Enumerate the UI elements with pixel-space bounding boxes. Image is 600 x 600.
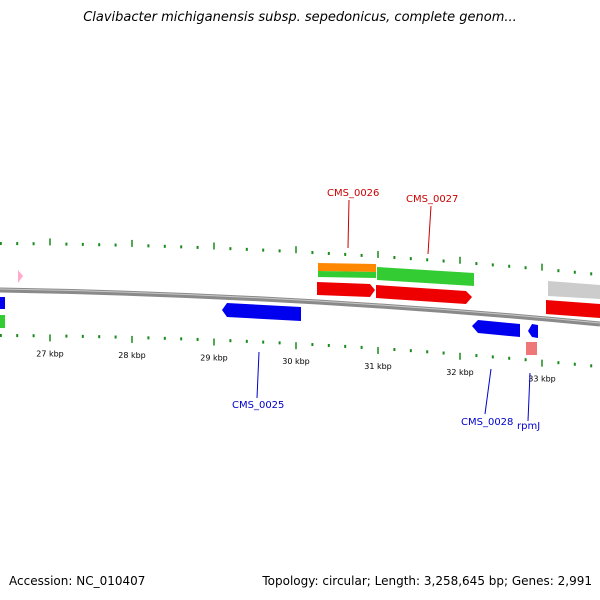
accession-text: Accession: NC_010407 (9, 574, 146, 588)
feature-green-left[interactable] (0, 315, 5, 328)
genome-backbone (0, 287, 600, 327)
label-cms-0025[interactable]: CMS_0025 (232, 400, 284, 411)
leader-rpmj (527, 372, 531, 422)
feature-cms-0027-red[interactable] (376, 285, 472, 304)
leader-cms-0026 (347, 199, 350, 249)
feature-salmon[interactable] (526, 342, 537, 355)
feature-pink-left[interactable] (18, 270, 23, 283)
tick-label: 28 kbp (118, 351, 146, 360)
feature-rpmj[interactable] (528, 324, 538, 338)
tick-label: 32 kbp (446, 368, 474, 377)
genome-backbone-highlight (0, 288, 600, 324)
tick-label: 33 kbp (528, 375, 556, 384)
tick-label: 31 kbp (364, 362, 392, 371)
label-cms-0026[interactable]: CMS_0026 (327, 188, 379, 199)
feature-blue-left[interactable] (0, 297, 5, 309)
leader-cms-0025 (256, 351, 260, 399)
feature-cms-0026-orange[interactable] (318, 263, 376, 272)
feature-cms-0026-red[interactable] (317, 282, 375, 297)
inner-tick-row (0, 334, 593, 368)
leader-cms-0027 (427, 205, 432, 255)
summary-text: Topology: circular; Length: 3,258,645 bp… (262, 574, 592, 588)
map-title: Clavibacter michiganensis subsp. sepedon… (83, 10, 517, 25)
label-rpmj[interactable]: rpmJ (517, 421, 540, 432)
label-cms-0027[interactable]: CMS_0027 (406, 194, 458, 205)
feature-cms-0026-green[interactable] (318, 271, 376, 278)
tick-label: 29 kbp (200, 354, 228, 363)
tick-label: 30 kbp (282, 357, 310, 366)
tick-label-row: 27 kbp 28 kbp 29 kbp 30 kbp 31 kbp 32 kbp 33 k… (36, 349, 556, 383)
feature-cms-0025[interactable] (222, 303, 301, 321)
outer-tick-row (0, 238, 593, 276)
leader-cms-0028 (484, 368, 492, 415)
feature-red-right[interactable] (546, 300, 600, 318)
feature-cms-0028[interactable] (472, 320, 520, 337)
label-cms-0028[interactable]: CMS_0028 (461, 417, 513, 428)
tick-label: 27 kbp (36, 349, 64, 358)
feature-gray-right[interactable] (548, 281, 600, 299)
feature-cms-0027-green[interactable] (377, 267, 474, 286)
